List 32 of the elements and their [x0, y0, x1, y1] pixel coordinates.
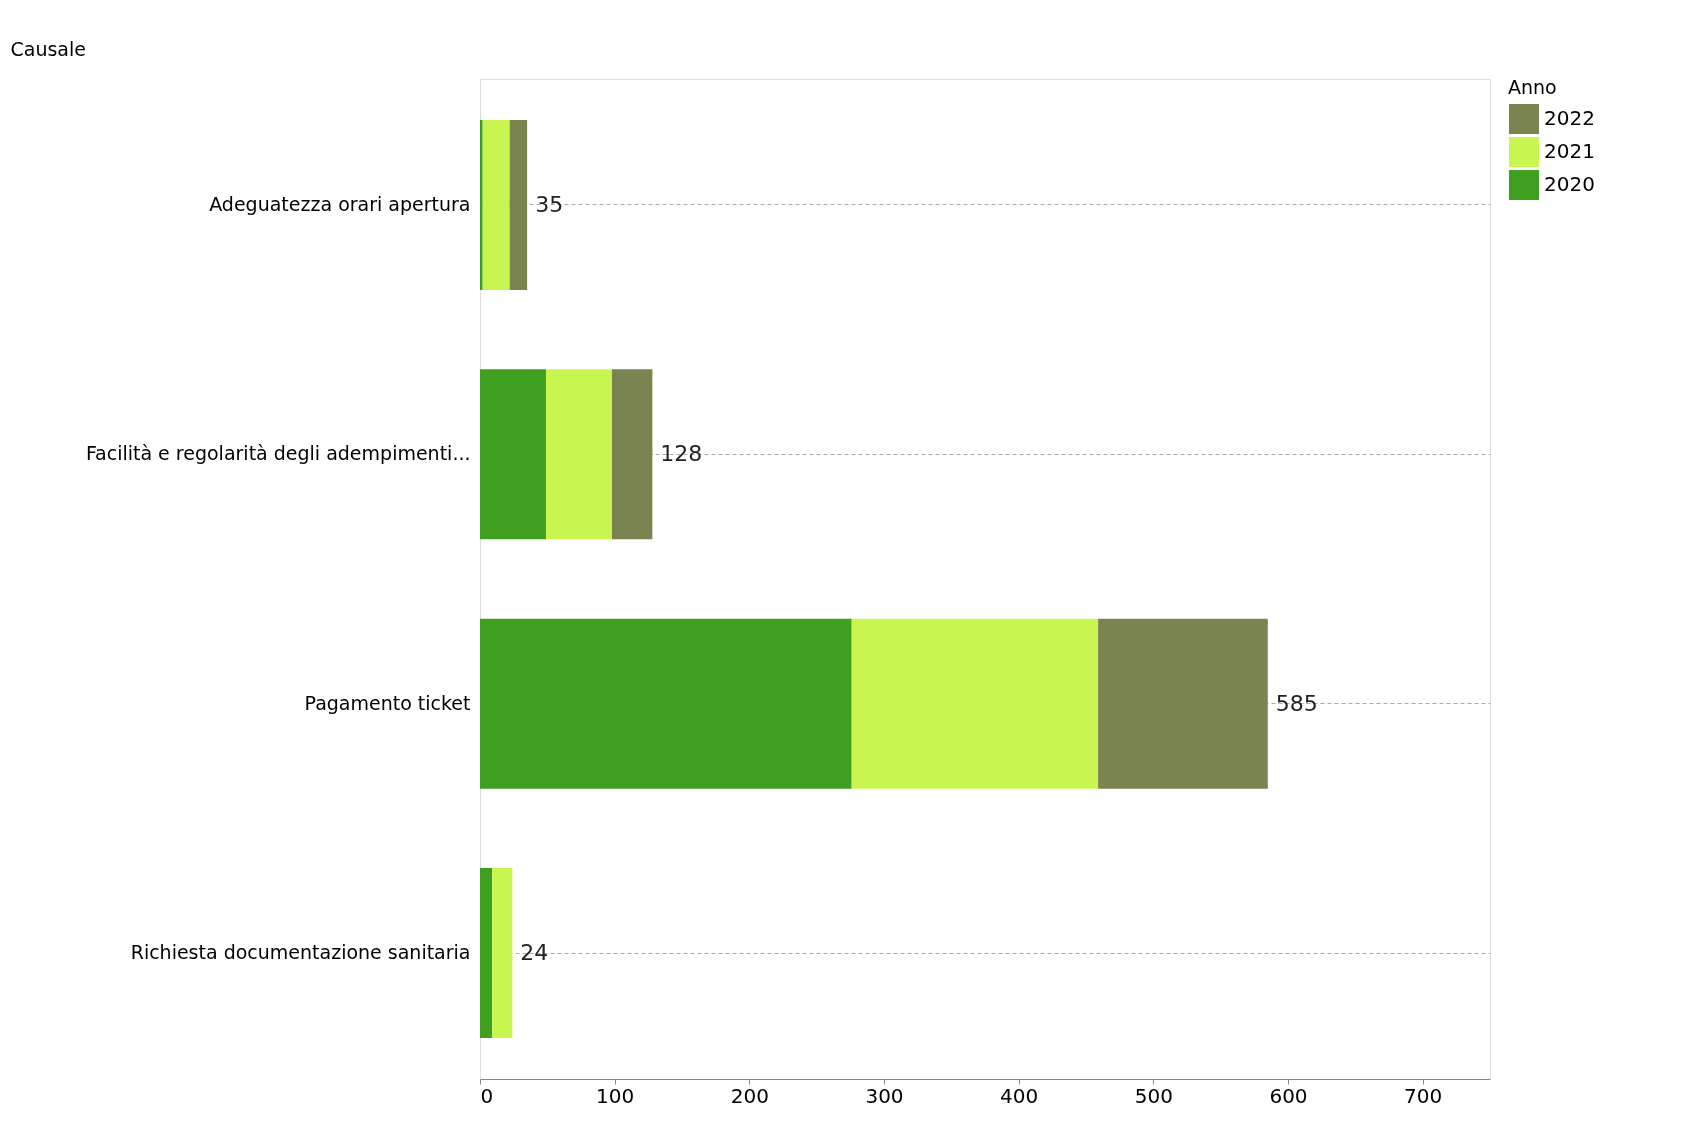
bar [509, 119, 528, 290]
total-label: 128 [660, 441, 703, 467]
y-tick-label: Facilità e regolarità degli adempimenti... [85, 442, 471, 465]
x-tick-label: 300 [865, 1083, 904, 1108]
legend-label: 2021 [1544, 139, 1595, 163]
legend-label: 2022 [1544, 106, 1595, 130]
bar [480, 618, 852, 789]
x-tick-label: 500 [1134, 1083, 1173, 1108]
bar [851, 618, 1099, 789]
bar [1098, 618, 1268, 789]
x-tick-label: 100 [596, 1083, 635, 1108]
bar [482, 119, 510, 290]
x-tick-label: 0 [480, 1083, 494, 1108]
x-tick-label: 600 [1269, 1083, 1308, 1108]
bar [611, 369, 653, 540]
legend-title: Anno [1508, 76, 1557, 98]
y-tick-label: Pagamento ticket [304, 691, 471, 714]
legend-label: 2020 [1544, 172, 1595, 196]
y-tick-label: Richiesta documentazione sanitaria [130, 941, 471, 964]
total-label: 585 [1275, 690, 1318, 716]
bar [492, 868, 513, 1039]
x-tick-label: 400 [1000, 1083, 1039, 1108]
x-tick-label: 200 [730, 1083, 769, 1108]
bar [545, 369, 612, 540]
bar [480, 119, 483, 290]
y-axis-title: Causale [10, 37, 86, 60]
y-tick-label: Adeguatezza orari apertura [209, 192, 471, 215]
total-label: 35 [535, 191, 564, 217]
bar [480, 868, 493, 1039]
x-tick-label: 700 [1404, 1083, 1443, 1108]
bar [480, 369, 546, 540]
total-label: 24 [520, 940, 549, 966]
